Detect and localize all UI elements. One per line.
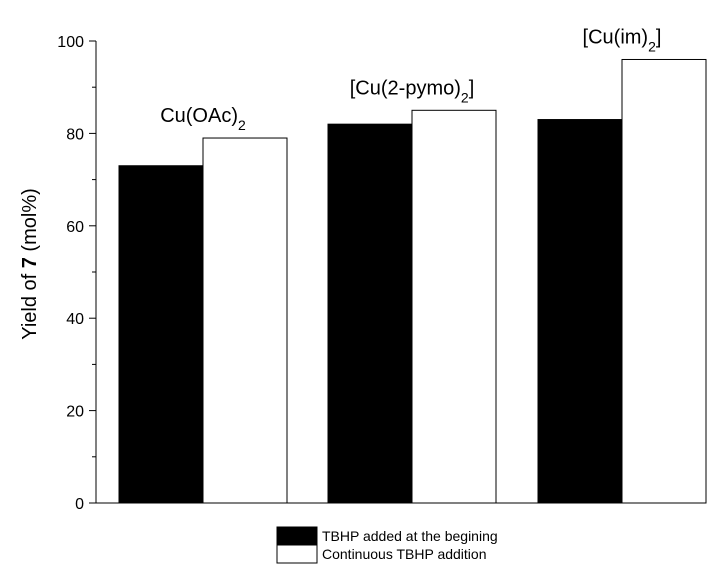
y-tick-label: 100 xyxy=(57,34,84,51)
legend-label: Continuous TBHP addition xyxy=(322,546,486,562)
bar-continuous-tbhp-3 xyxy=(621,58,707,504)
bar-tbhp-beginning-2 xyxy=(327,123,413,504)
legend-swatch xyxy=(276,526,318,546)
category-label: [Cu(im)2] xyxy=(583,26,662,54)
bar-tbhp-beginning-3 xyxy=(537,119,623,504)
y-tick-label: 60 xyxy=(66,219,84,236)
category-label: [Cu(2-pymo)2] xyxy=(350,77,475,105)
y-tick-label: 40 xyxy=(66,311,84,328)
legend-swatch xyxy=(276,544,318,564)
category-label: Cu(OAc)2 xyxy=(160,105,246,133)
y-axis-title: Yield of 7 (mol%) xyxy=(19,188,41,340)
bar-continuous-tbhp-1 xyxy=(202,137,288,504)
y-axis: 0 20 40 60 80 100 xyxy=(57,34,706,513)
y-tick-label: 0 xyxy=(75,496,84,513)
category-labels: Cu(OAc)2 [Cu(2-pymo)2] [Cu(im)2] xyxy=(160,26,661,133)
y-tick-label: 80 xyxy=(66,126,84,143)
y-tick-label: 20 xyxy=(66,404,84,421)
bars-group xyxy=(118,58,707,504)
bar-continuous-tbhp-2 xyxy=(411,109,497,504)
legend: TBHP added at the begining Continuous TBH… xyxy=(276,526,498,564)
legend-label: TBHP added at the begining xyxy=(322,528,498,544)
bar-tbhp-beginning-1 xyxy=(118,165,204,504)
